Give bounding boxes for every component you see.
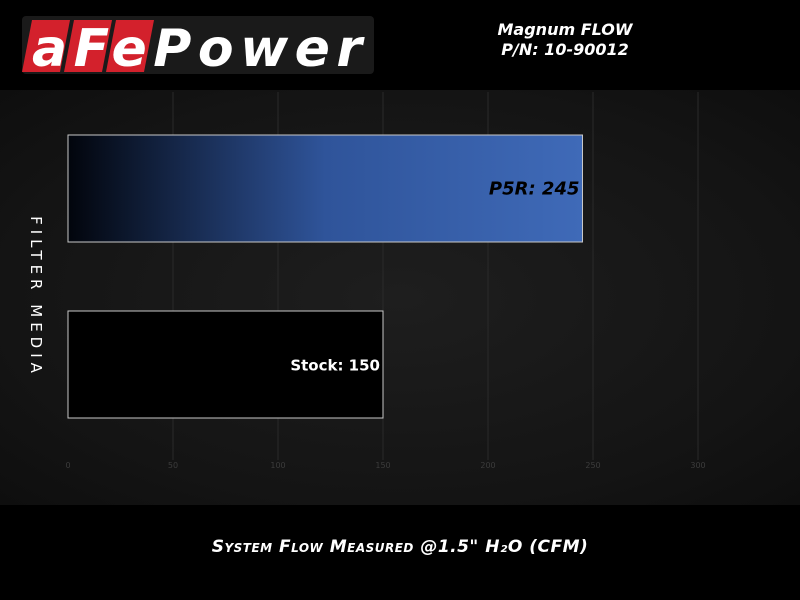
x-tick-label: 150 <box>375 461 390 470</box>
bar-stock <box>67 310 384 419</box>
y-axis-label: FILTER MEDIA <box>27 216 45 378</box>
x-axis-label: System Flow Measured @1.5" H₂O (CFM) <box>211 537 589 557</box>
footer: System Flow Measured @1.5" H₂O (CFM) <box>0 505 800 600</box>
data-label: Stock: 150 <box>290 357 380 375</box>
afe-power-logo: aFePower <box>22 16 374 78</box>
bar-p5r <box>67 134 583 243</box>
x-tick-label: 200 <box>480 461 495 470</box>
svg-text:aFePower: aFePower <box>32 19 365 78</box>
chart-title: Magnum FLOW P/N: 10-90012 <box>450 20 680 60</box>
x-tick-label: 0 <box>65 461 70 470</box>
x-tick-label: 300 <box>690 461 705 470</box>
data-label: P5R: 245 <box>489 179 580 200</box>
x-tick-label: 250 <box>585 461 600 470</box>
x-tick-label: 50 <box>168 461 178 470</box>
part-number: P/N: 10-90012 <box>501 40 629 59</box>
product-name: Magnum FLOW <box>497 20 633 39</box>
x-tick-label: 100 <box>270 461 285 470</box>
header: aFePower Magnum FLOW P/N: 10-90012 <box>0 0 800 90</box>
